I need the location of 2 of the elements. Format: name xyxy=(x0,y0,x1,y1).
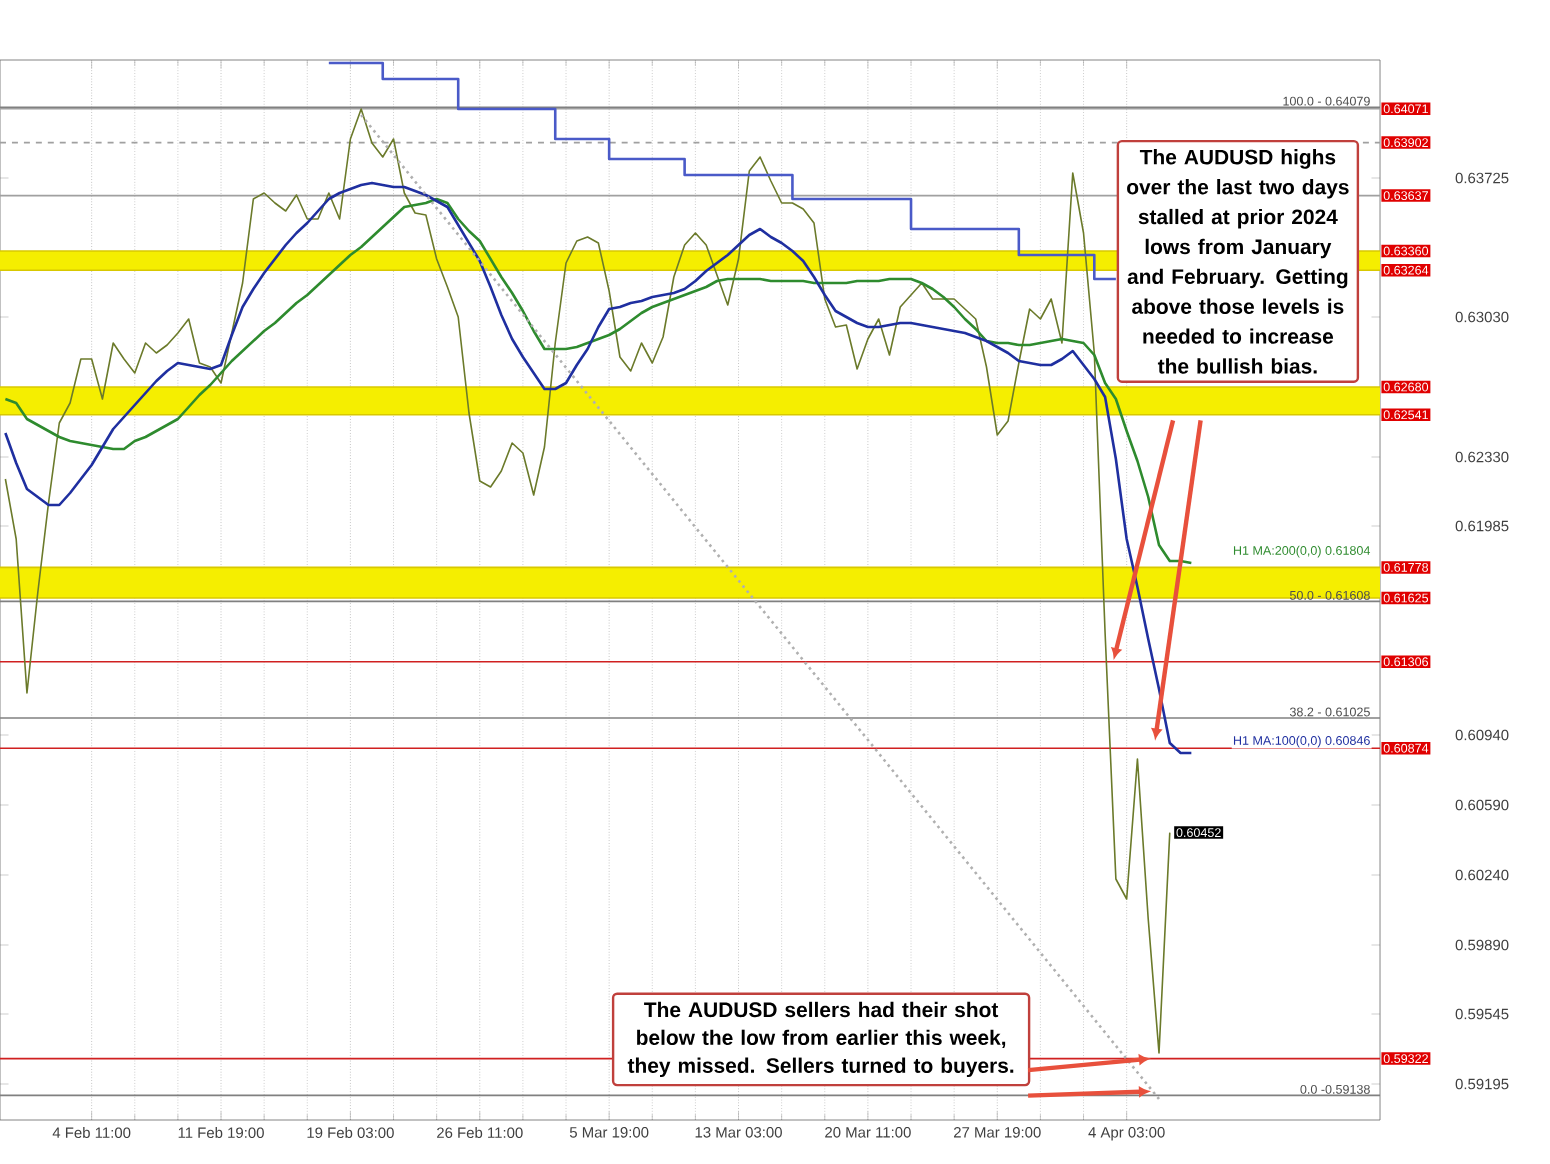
annotation: The AUDUSD sellers had their shot below the low from earlier this week, they missed. Sellers turned to buyers. xyxy=(627,1001,1014,1078)
annotation: The AUDUSD highs over the last two days stalled at prior 2024 lows from January and February. Getting above those levels is needed to increase the bullish bias. xyxy=(1127,149,1349,374)
